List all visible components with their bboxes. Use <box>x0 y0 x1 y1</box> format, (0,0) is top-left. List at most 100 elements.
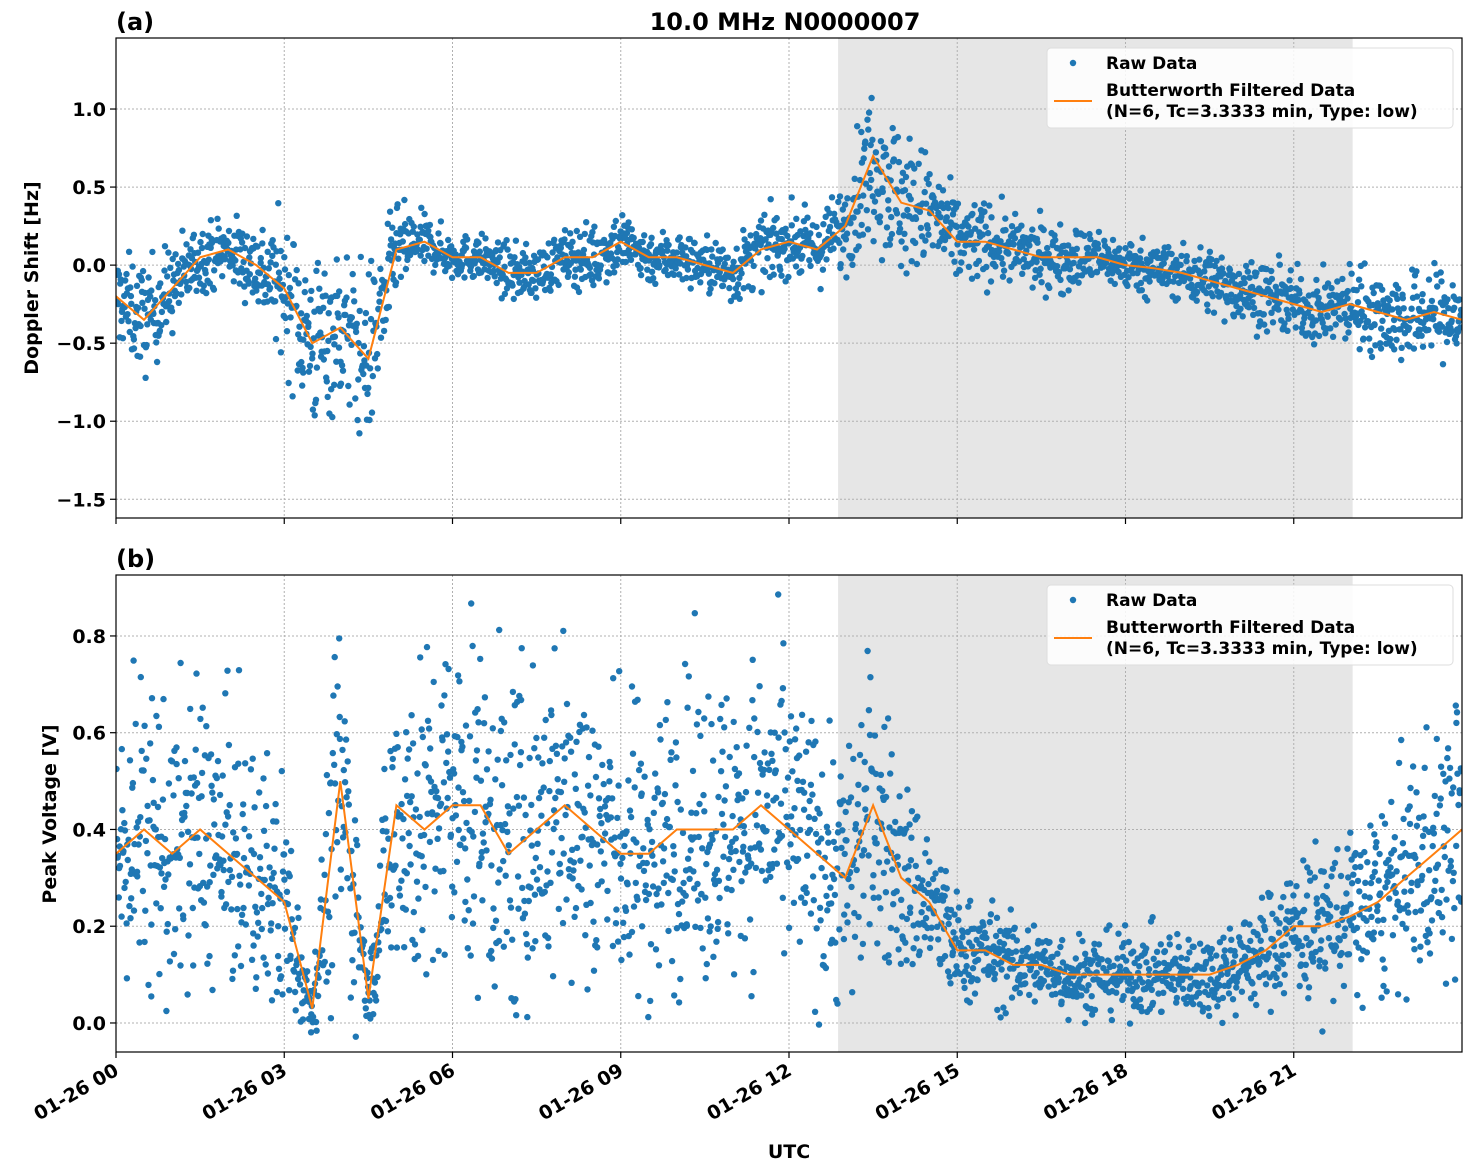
raw-data-point <box>1303 934 1310 942</box>
raw-data-point <box>471 808 479 816</box>
raw-data-point <box>887 924 894 932</box>
raw-data-point <box>1317 946 1324 953</box>
raw-data-point <box>941 952 949 960</box>
raw-data-point <box>1387 335 1394 343</box>
raw-data-point <box>491 983 498 990</box>
raw-data-point <box>932 870 939 877</box>
raw-data-point <box>178 831 185 838</box>
raw-data-point <box>322 292 329 299</box>
raw-data-point <box>1379 317 1386 324</box>
raw-data-point <box>1265 950 1273 957</box>
raw-data-point <box>769 757 776 764</box>
raw-data-point <box>269 900 276 907</box>
raw-data-point <box>245 280 252 287</box>
raw-data-point <box>865 852 872 859</box>
raw-data-point <box>1166 934 1173 941</box>
raw-data-point <box>497 727 505 735</box>
raw-data-point <box>255 919 262 926</box>
raw-data-point <box>1395 759 1403 767</box>
raw-data-point <box>1302 961 1310 968</box>
raw-data-point <box>380 847 387 854</box>
raw-data-point <box>1276 920 1283 927</box>
raw-data-point <box>568 979 575 986</box>
raw-data-point <box>672 782 679 789</box>
raw-data-point <box>1155 960 1162 967</box>
y-tick-label: −0.5 <box>56 333 106 355</box>
raw-data-point <box>656 721 664 729</box>
raw-data-point <box>462 244 470 252</box>
raw-data-point <box>851 175 858 182</box>
raw-data-point <box>318 856 325 863</box>
raw-data-point <box>298 358 305 366</box>
raw-data-point <box>1065 242 1072 249</box>
raw-data-point <box>356 430 363 437</box>
raw-data-point <box>418 204 425 211</box>
raw-data-point <box>1044 244 1051 252</box>
raw-data-point <box>1203 289 1210 297</box>
raw-data-point <box>878 257 886 264</box>
raw-data-point <box>758 867 766 875</box>
raw-data-point <box>746 916 754 923</box>
raw-data-point <box>503 237 510 244</box>
raw-data-point <box>1345 329 1352 336</box>
raw-data-point <box>502 872 509 879</box>
raw-data-point <box>533 294 540 301</box>
raw-data-point <box>1389 871 1396 878</box>
raw-data-point <box>1329 865 1337 872</box>
raw-data-point <box>366 365 374 372</box>
raw-data-point <box>1269 319 1277 326</box>
raw-data-point <box>309 406 317 413</box>
raw-data-point <box>649 883 657 890</box>
raw-data-point <box>278 767 285 775</box>
raw-data-point <box>645 890 653 898</box>
raw-data-point <box>312 396 320 403</box>
raw-data-point <box>604 916 611 923</box>
raw-data-point <box>226 801 233 809</box>
raw-data-point <box>802 748 810 755</box>
raw-data-point <box>971 925 978 932</box>
raw-data-point <box>1282 925 1289 932</box>
raw-data-point <box>186 880 193 887</box>
raw-data-point <box>522 254 529 261</box>
raw-data-point <box>889 124 896 132</box>
raw-data-point <box>348 314 355 321</box>
raw-data-point <box>1275 965 1282 972</box>
raw-data-point <box>841 201 849 208</box>
raw-data-point <box>1137 247 1144 254</box>
raw-data-point <box>1057 276 1064 284</box>
raw-data-point <box>881 723 888 731</box>
raw-data-point <box>269 237 276 244</box>
raw-data-point <box>557 869 564 876</box>
raw-data-point <box>559 919 567 927</box>
raw-data-point <box>999 947 1007 954</box>
raw-data-point <box>826 717 833 724</box>
raw-data-point <box>733 245 740 252</box>
raw-data-point <box>1124 282 1131 289</box>
raw-data-point <box>250 930 257 937</box>
raw-data-point <box>382 917 390 925</box>
raw-data-point <box>826 223 834 231</box>
raw-data-point <box>876 219 883 226</box>
raw-data-point <box>1036 271 1043 278</box>
raw-data-point <box>907 904 914 911</box>
raw-data-point <box>997 238 1004 245</box>
raw-data-point <box>787 841 794 848</box>
raw-data-point <box>961 984 968 992</box>
raw-data-point <box>503 928 510 936</box>
raw-data-point <box>1361 324 1369 331</box>
raw-data-point <box>1370 289 1377 297</box>
raw-data-point <box>374 973 381 981</box>
raw-data-point <box>874 940 881 947</box>
raw-data-point <box>218 888 225 896</box>
raw-data-point <box>1437 795 1444 802</box>
raw-data-point <box>1078 992 1085 999</box>
raw-data-point <box>1045 983 1052 990</box>
raw-data-point <box>1327 913 1334 920</box>
raw-data-point <box>1334 921 1342 929</box>
raw-data-point <box>529 945 536 952</box>
raw-data-point <box>719 748 726 755</box>
raw-data-point <box>476 248 483 255</box>
raw-data-point <box>1296 290 1303 297</box>
raw-data-point <box>482 235 489 242</box>
raw-data-point <box>193 670 200 677</box>
